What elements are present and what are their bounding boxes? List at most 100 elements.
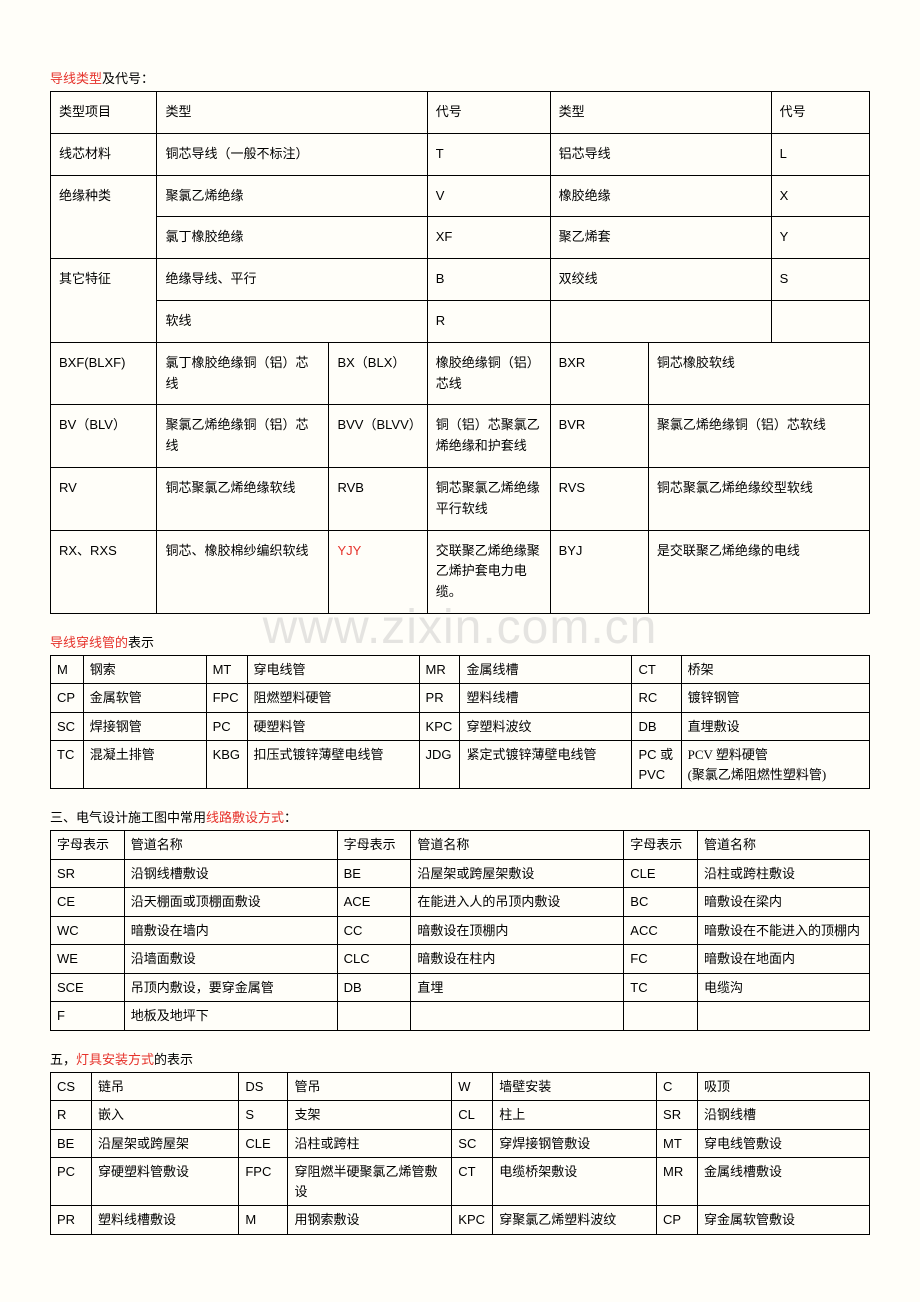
cell: F bbox=[51, 1002, 125, 1031]
section4-title: 五，灯具安装方式的表示 bbox=[50, 1049, 870, 1068]
cell: 穿电线管 bbox=[247, 655, 419, 684]
cell: BVV（BLVV） bbox=[329, 405, 427, 468]
table-row: PR塑料线槽敷设M用钢索敷设KPC穿聚氯乙烯塑料波纹CP穿金属软管敷设 bbox=[51, 1206, 870, 1235]
cell: 金属软管 bbox=[83, 684, 206, 713]
cell: WC bbox=[51, 916, 125, 945]
cell: 金属线槽 bbox=[460, 655, 632, 684]
cell: 类型项目 bbox=[51, 92, 157, 134]
cell: 电缆桥架敷设 bbox=[493, 1158, 657, 1206]
cell: 聚氯乙烯绝缘铜（铝）芯软线 bbox=[648, 405, 869, 468]
cell: RC bbox=[632, 684, 681, 713]
table1: 类型项目 类型 代号 类型 代号 线芯材料 铜芯导线（一般不标注） T 铝芯导线… bbox=[50, 91, 870, 614]
cell: BYJ bbox=[550, 530, 648, 613]
table2: M钢索MT穿电线管MR金属线槽CT桥架CP金属软管FPC阻燃塑料硬管PR塑料线槽… bbox=[50, 655, 870, 790]
cell: 沿天棚面或顶棚面敷设 bbox=[124, 888, 337, 917]
table-row: SR沿钢线槽敷设BE沿屋架或跨屋架敷设CLE沿柱或跨柱敷设 bbox=[51, 859, 870, 888]
cell: 铜芯、橡胶棉纱编织软线 bbox=[157, 530, 329, 613]
cell: 铜芯聚氯乙烯绝缘平行软线 bbox=[427, 467, 550, 530]
cell: 字母表示 bbox=[51, 831, 125, 860]
cell: TC bbox=[51, 741, 84, 789]
cell: FC bbox=[624, 945, 698, 974]
cell: 管道名称 bbox=[411, 831, 624, 860]
cell: T bbox=[427, 133, 550, 175]
table-row: M钢索MT穿电线管MR金属线槽CT桥架 bbox=[51, 655, 870, 684]
table-row: 类型项目 类型 代号 类型 代号 bbox=[51, 92, 870, 134]
table-row: SCE吊顶内敷设，要穿金属管DB直埋TC电缆沟 bbox=[51, 973, 870, 1002]
cell: C bbox=[657, 1072, 698, 1101]
cell: 氯丁橡胶绝缘铜（铝）芯线 bbox=[157, 342, 329, 405]
cell: 橡胶绝缘铜（铝）芯线 bbox=[427, 342, 550, 405]
cell: L bbox=[771, 133, 869, 175]
cell: 紧定式镀锌薄壁电线管 bbox=[460, 741, 632, 789]
table-row: CP金属软管FPC阻燃塑料硬管PR塑料线槽RC镀锌钢管 bbox=[51, 684, 870, 713]
table-row: RV 铜芯聚氯乙烯绝缘软线 RVB 铜芯聚氯乙烯绝缘平行软线 RVS 铜芯聚氯乙… bbox=[51, 467, 870, 530]
cell: 铜芯聚氯乙烯绝缘软线 bbox=[157, 467, 329, 530]
cell: JDG bbox=[419, 741, 460, 789]
cell: 代号 bbox=[771, 92, 869, 134]
table-row: SC焊接钢管PC硬塑料管KPC穿塑料波纹DB直埋敷设 bbox=[51, 712, 870, 741]
table-row: 绝缘种类 聚氯乙烯绝缘 V 橡胶绝缘 X bbox=[51, 175, 870, 217]
section4-title-pre: 五， bbox=[50, 1052, 76, 1067]
section3-title-rest: ： bbox=[284, 810, 297, 825]
table-row: F地板及地坪下 bbox=[51, 1002, 870, 1031]
table-row: PC穿硬塑料管敷设FPC穿阻燃半硬聚氯乙烯管敷设CT电缆桥架敷设MR金属线槽敷设 bbox=[51, 1158, 870, 1206]
cell: R bbox=[51, 1101, 92, 1130]
section2-title: 导线穿线管的表示 bbox=[50, 632, 870, 651]
table-row: BV（BLV） 聚氯乙烯绝缘铜（铝）芯线 BVV（BLVV） 铜（铝）芯聚氯乙烯… bbox=[51, 405, 870, 468]
cell: 聚氯乙烯绝缘 bbox=[157, 175, 427, 217]
cell: 沿屋架或跨屋架敷设 bbox=[411, 859, 624, 888]
cell: CC bbox=[337, 916, 411, 945]
cell: 链吊 bbox=[91, 1072, 238, 1101]
cell: 穿焊接钢管敷设 bbox=[493, 1129, 657, 1158]
cell: V bbox=[427, 175, 550, 217]
cell: 暗敷设在柱内 bbox=[411, 945, 624, 974]
table-row: RX、RXS 铜芯、橡胶棉纱编织软线 YJY 交联聚乙烯绝缘聚乙烯护套电力电缆。… bbox=[51, 530, 870, 613]
cell: 暗敷设在墙内 bbox=[124, 916, 337, 945]
cell bbox=[550, 300, 771, 342]
cell: BC bbox=[624, 888, 698, 917]
table-row: CE沿天棚面或顶棚面敷设ACE在能进入人的吊顶内敷设BC暗敷设在梁内 bbox=[51, 888, 870, 917]
cell: ACE bbox=[337, 888, 411, 917]
cell: BXR bbox=[550, 342, 648, 405]
section3-title-red: 线路敷设方式 bbox=[206, 810, 284, 825]
cell: MR bbox=[419, 655, 460, 684]
cell: 字母表示 bbox=[337, 831, 411, 860]
cell: PCV 塑料硬管 (聚氯乙烯阻燃性塑料管) bbox=[681, 741, 869, 789]
cell: BXF(BLXF) bbox=[51, 342, 157, 405]
cell: 墙壁安装 bbox=[493, 1072, 657, 1101]
cell: DB bbox=[337, 973, 411, 1002]
table4: CS链吊DS管吊W墙壁安装C吸顶R嵌入S支架CL柱上SR沿钢线槽BE沿屋架或跨屋… bbox=[50, 1072, 870, 1235]
cell: 在能进入人的吊顶内敷设 bbox=[411, 888, 624, 917]
cell: SR bbox=[51, 859, 125, 888]
cell: 焊接钢管 bbox=[83, 712, 206, 741]
cell: 管道名称 bbox=[124, 831, 337, 860]
cell: KBG bbox=[206, 741, 247, 789]
cell: PR bbox=[51, 1206, 92, 1235]
cell: BX（BLX） bbox=[329, 342, 427, 405]
cell: 镀锌钢管 bbox=[681, 684, 869, 713]
cell: DS bbox=[239, 1072, 288, 1101]
cell: 其它特征 bbox=[51, 259, 157, 343]
cell: BV（BLV） bbox=[51, 405, 157, 468]
cell: B bbox=[427, 259, 550, 301]
cell: 穿金属软管敷设 bbox=[697, 1206, 869, 1235]
cell: CT bbox=[452, 1158, 493, 1206]
cell: 混凝土排管 bbox=[83, 741, 206, 789]
cell: MT bbox=[206, 655, 247, 684]
cell: 聚氯乙烯绝缘铜（铝）芯线 bbox=[157, 405, 329, 468]
cell: 柱上 bbox=[493, 1101, 657, 1130]
cell: 嵌入 bbox=[91, 1101, 238, 1130]
table-row: TC混凝土排管KBG扣压式镀锌薄壁电线管JDG紧定式镀锌薄壁电线管PC 或 PV… bbox=[51, 741, 870, 789]
cell: 铝芯导线 bbox=[550, 133, 771, 175]
cell: CT bbox=[632, 655, 681, 684]
cell: 穿塑料波纹 bbox=[460, 712, 632, 741]
cell: 沿钢线槽 bbox=[697, 1101, 869, 1130]
cell: 地板及地坪下 bbox=[124, 1002, 337, 1031]
cell: 橡胶绝缘 bbox=[550, 175, 771, 217]
cell: CE bbox=[51, 888, 125, 917]
cell: 聚乙烯套 bbox=[550, 217, 771, 259]
cell: 绝缘导线、平行 bbox=[157, 259, 427, 301]
section4-title-red: 灯具安装方式 bbox=[76, 1052, 154, 1067]
cell: 交联聚乙烯绝缘聚乙烯护套电力电缆。 bbox=[427, 530, 550, 613]
cell: WE bbox=[51, 945, 125, 974]
